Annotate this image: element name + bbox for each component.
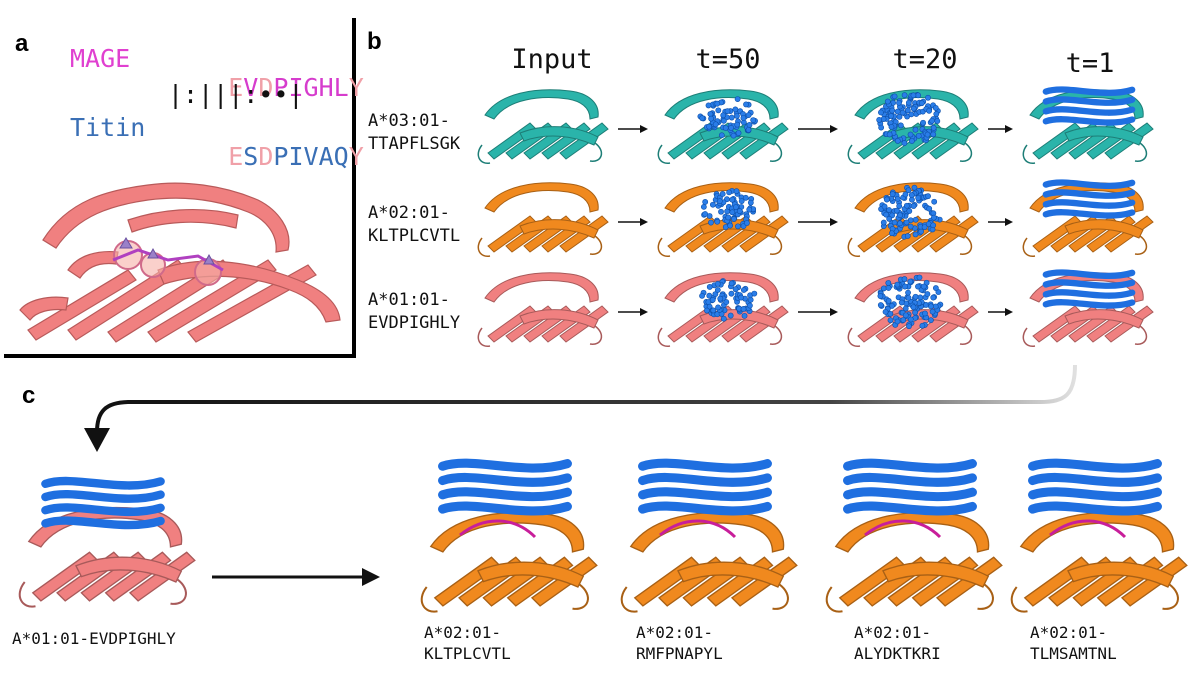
sequence-name-titin: Titin xyxy=(70,113,146,142)
alignment-match-line: |:|||:••| xyxy=(168,80,304,109)
target-tcr-1 xyxy=(438,458,572,516)
panel-letter-b: b xyxy=(367,28,382,55)
noise-cloud-row2-t20 xyxy=(878,184,943,240)
arrow-row3-col1 xyxy=(618,308,648,316)
target-tcr-4 xyxy=(1028,458,1162,516)
target-label-4: A*02:01- TLMSAMTNL xyxy=(1030,622,1117,664)
panel-a-frame-bottom xyxy=(4,354,356,358)
arrow-row2-col2 xyxy=(798,218,838,226)
target-mhc-3 xyxy=(825,511,1003,613)
residue: E xyxy=(228,142,244,171)
target-peptide-3 xyxy=(864,519,942,539)
structure-row1-col4 xyxy=(1022,89,1154,164)
noise-cloud-row1-t50 xyxy=(697,96,758,139)
allele: A*02:01- xyxy=(636,623,714,642)
arrow-row1-col3 xyxy=(988,125,1013,133)
residue: Y xyxy=(348,142,364,171)
residue: H xyxy=(318,73,334,102)
target-mhc-2 xyxy=(620,511,798,613)
source-tcr xyxy=(41,476,165,530)
row-label-hla-a0301: A*03:01- TTAPFLSGK xyxy=(368,110,460,156)
panel-a-frame-right xyxy=(352,18,356,358)
structure-row2-col1 xyxy=(477,182,609,257)
residue: D xyxy=(258,73,274,102)
residue: V xyxy=(243,73,259,102)
column-header-t20: t=20 xyxy=(892,44,958,75)
mhc-structure-large xyxy=(19,182,341,343)
arrow-row1-col1 xyxy=(618,125,648,133)
panel-letter-c: c xyxy=(22,382,36,409)
source-structure xyxy=(18,476,196,608)
allele: A*03:01- xyxy=(368,111,450,131)
panel-letter-a: a xyxy=(15,30,29,57)
residue: V xyxy=(303,142,319,171)
noise-cloud-row2-t50 xyxy=(700,188,757,230)
peptide: EVDPIGHLY xyxy=(368,313,461,333)
peptide: ALYDKTKRI xyxy=(854,644,941,663)
structure-row3-col1 xyxy=(477,272,609,347)
target-mhc-1 xyxy=(420,511,598,613)
target-label-3: A*02:01- ALYDKTKRI xyxy=(854,622,941,664)
peptide: TLMSAMTNL xyxy=(1030,644,1117,663)
residue: E xyxy=(228,73,244,102)
column-header-t50: t=50 xyxy=(695,44,761,75)
noise-cloud-row3-t20 xyxy=(877,274,944,330)
row-label-hla-a0201: A*02:01- KLTPLCVTL xyxy=(368,202,460,248)
source-mhc xyxy=(18,506,196,608)
designed-structures xyxy=(420,458,1188,613)
sequence-name-mage: MAGE xyxy=(70,44,131,73)
generated-tcr-row2 xyxy=(1042,179,1136,219)
generated-tcr-row3 xyxy=(1042,269,1136,309)
residue: P xyxy=(273,73,289,102)
arrow-row2-col3 xyxy=(988,218,1013,226)
column-header-input: Input xyxy=(511,44,593,75)
target-tcr-3 xyxy=(843,458,977,516)
target-tcr-2 xyxy=(638,458,772,516)
column-header-t1: t=1 xyxy=(1065,48,1115,79)
allele: A*02:01- xyxy=(424,623,502,642)
arrow-row3-col3 xyxy=(988,308,1013,316)
residue: S xyxy=(243,142,259,171)
noise-cloud-row3-t50 xyxy=(699,278,758,322)
peptide: KLTPLCVTL xyxy=(424,644,511,663)
target-label-2: A*02:01- RMFPNAPYL xyxy=(636,622,723,664)
target-mhc-4 xyxy=(1010,511,1188,613)
target-peptide-2 xyxy=(659,519,737,539)
source-label: A*01:01-EVDPIGHLY xyxy=(12,629,176,648)
residue: P xyxy=(273,142,289,171)
residue: Y xyxy=(348,73,364,102)
sequence-mage: EVDPIGHLY xyxy=(168,44,364,131)
target-label-1: A*02:01- KLTPLCVTL xyxy=(424,622,511,664)
residue: D xyxy=(258,142,274,171)
noise-cloud-row1-t20 xyxy=(876,92,941,146)
residue: I xyxy=(288,142,304,171)
allele: A*01:01- xyxy=(368,290,450,310)
arrow-row2-col1 xyxy=(618,218,648,226)
residue: G xyxy=(303,73,319,102)
generated-tcr-row1 xyxy=(1042,86,1136,126)
arrow-row3-col2 xyxy=(798,308,838,316)
allele: A*02:01- xyxy=(368,203,450,223)
residue: I xyxy=(288,73,304,102)
sequence-titin: ESDPIVAQY xyxy=(168,113,364,200)
arrow-row1-col2 xyxy=(798,125,838,133)
residue: L xyxy=(333,73,349,102)
target-peptide-4 xyxy=(1049,519,1127,539)
peptide: RMFPNAPYL xyxy=(636,644,723,663)
diffusion-grid xyxy=(477,86,1154,347)
allele: A*02:01- xyxy=(854,623,932,642)
row-label-hla-a0101: A*01:01- EVDPIGHLY xyxy=(368,289,460,335)
structure-row2-col4 xyxy=(1022,182,1154,257)
target-peptide-1 xyxy=(459,519,537,539)
structure-row1-col1 xyxy=(477,89,609,164)
residue: A xyxy=(318,142,334,171)
peptide: KLTPLCVTL xyxy=(368,226,461,246)
residue: Q xyxy=(333,142,349,171)
peptide: TTAPFLSGK xyxy=(368,134,461,154)
allele: A*02:01- xyxy=(1030,623,1108,642)
